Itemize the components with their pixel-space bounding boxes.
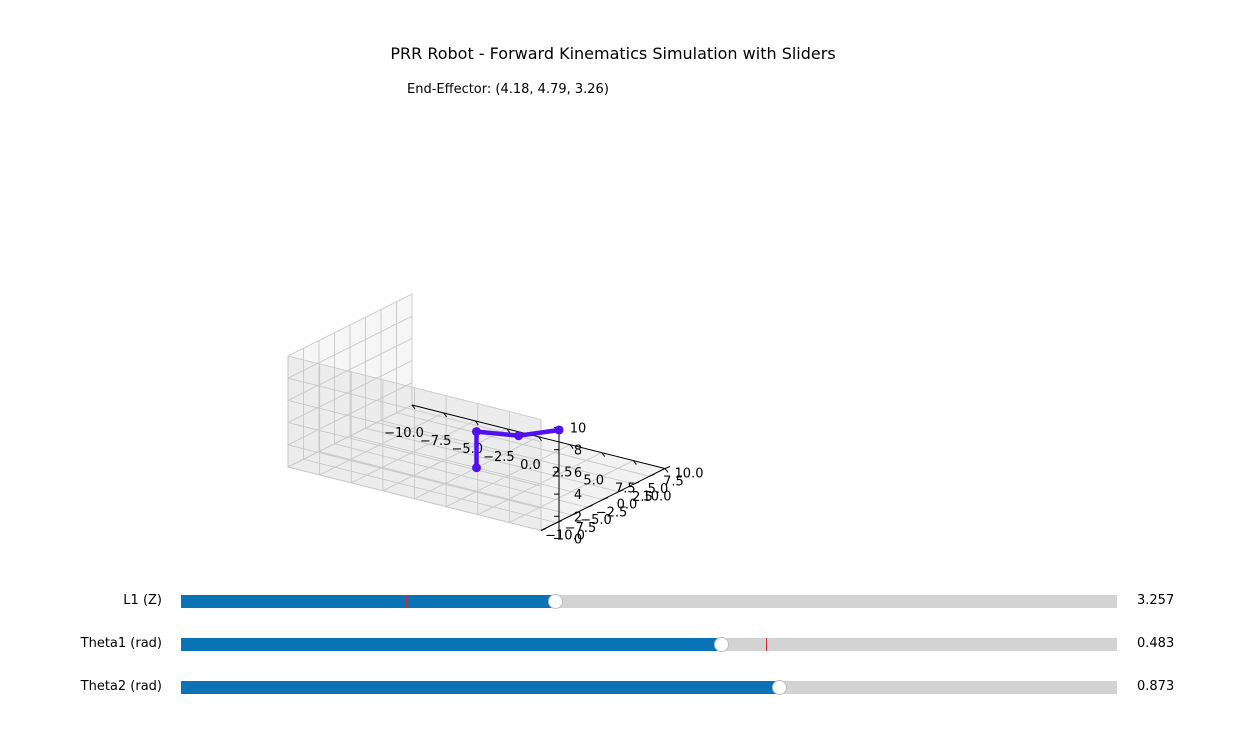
slider-fill-theta1 xyxy=(181,638,722,651)
y-tick-label: 2.5 xyxy=(632,490,653,505)
y-tick xyxy=(540,528,547,531)
z-tick-label: 0 xyxy=(574,533,582,548)
slider-label-theta2: Theta2 (rad) xyxy=(80,679,162,694)
grid-line-z xyxy=(286,337,542,465)
x-tick xyxy=(632,460,637,465)
y-tick-label: −2.5 xyxy=(596,505,628,520)
robot-arm-line xyxy=(474,427,562,470)
y-tick-label: −10.0 xyxy=(545,529,585,544)
y-tick-label: 7.5 xyxy=(663,474,684,489)
grid-line-z xyxy=(286,315,542,443)
y-tick-label: 0.0 xyxy=(617,498,638,513)
slider-label-theta1: Theta1 (rad) xyxy=(80,636,162,651)
y-tick xyxy=(571,512,578,516)
robot-joint xyxy=(472,463,481,473)
robot-joint xyxy=(472,427,481,437)
x-tick-label: 7.5 xyxy=(615,482,636,497)
y-tick xyxy=(602,497,609,500)
3d-axes[interactable]: −10.0−7.5−5.0−2.50.02.55.07.510.0−10.0−7… xyxy=(0,0,1236,560)
y-tick-label: −5.0 xyxy=(580,513,612,528)
x-tick-label: 0.0 xyxy=(520,458,541,473)
x-tick xyxy=(569,444,574,449)
slider-handle-theta2[interactable] xyxy=(772,680,788,695)
y-tick xyxy=(649,473,655,477)
y-tick xyxy=(633,481,640,485)
z-tick-label: 4 xyxy=(574,488,582,503)
y-tick-label: −7.5 xyxy=(565,521,597,536)
slider-track-theta1[interactable] xyxy=(181,637,1117,652)
slider-init-marker-theta2 xyxy=(726,681,728,694)
robot-joint xyxy=(514,431,524,441)
slider-track-l1[interactable] xyxy=(181,594,1117,609)
x-tick xyxy=(664,468,669,473)
grid-line-z xyxy=(286,360,542,487)
slider-handle-l1[interactable] xyxy=(548,594,564,609)
x-tick-label: 5.0 xyxy=(583,474,604,489)
y-tick xyxy=(618,489,624,493)
x-tick-label: −10.0 xyxy=(384,426,424,441)
slider-fill-theta2 xyxy=(181,681,780,694)
x-tick-label: −7.5 xyxy=(420,434,452,449)
robot-joint xyxy=(554,425,564,435)
slider-value-theta2: 0.873 xyxy=(1137,679,1175,694)
y-tick xyxy=(556,520,562,524)
grid-line-z xyxy=(286,404,542,531)
z-tick-label: 6 xyxy=(574,466,582,481)
x-tick xyxy=(474,420,479,426)
slider-init-marker-l1 xyxy=(405,595,407,608)
slider-init-marker-theta1 xyxy=(766,638,767,651)
end-effector-readout: End-Effector: (4.18, 4.79, 3.26) xyxy=(407,82,609,97)
x-tick xyxy=(538,436,542,442)
slider-value-theta1: 0.483 xyxy=(1137,636,1175,651)
grid-line-z xyxy=(286,293,542,420)
slider-value-l1: 3.257 xyxy=(1137,593,1175,608)
z-tick-label: 10 xyxy=(570,422,587,437)
x-tick-label: 10.0 xyxy=(643,490,672,505)
x-tick xyxy=(506,428,511,434)
slider-track-theta2[interactable] xyxy=(181,680,1117,695)
x-tick xyxy=(411,404,416,410)
z-tick-label: 8 xyxy=(574,444,582,459)
x-tick xyxy=(443,412,448,418)
y-tick xyxy=(664,466,671,469)
y-tick-label: 5.0 xyxy=(648,482,669,497)
x-tick xyxy=(601,452,606,457)
grid-line-z xyxy=(286,382,542,509)
slider-fill-l1 xyxy=(181,595,556,608)
x-tick-label: 2.5 xyxy=(552,466,573,481)
slider-label-l1: L1 (Z) xyxy=(123,593,162,608)
x-tick-label: −2.5 xyxy=(483,450,515,465)
y-tick-label: 10.0 xyxy=(675,467,704,482)
figure-title: PRR Robot - Forward Kinematics Simulatio… xyxy=(390,44,836,63)
z-tick-label: 2 xyxy=(574,510,582,525)
slider-handle-theta1[interactable] xyxy=(714,637,730,652)
y-tick xyxy=(587,504,593,508)
